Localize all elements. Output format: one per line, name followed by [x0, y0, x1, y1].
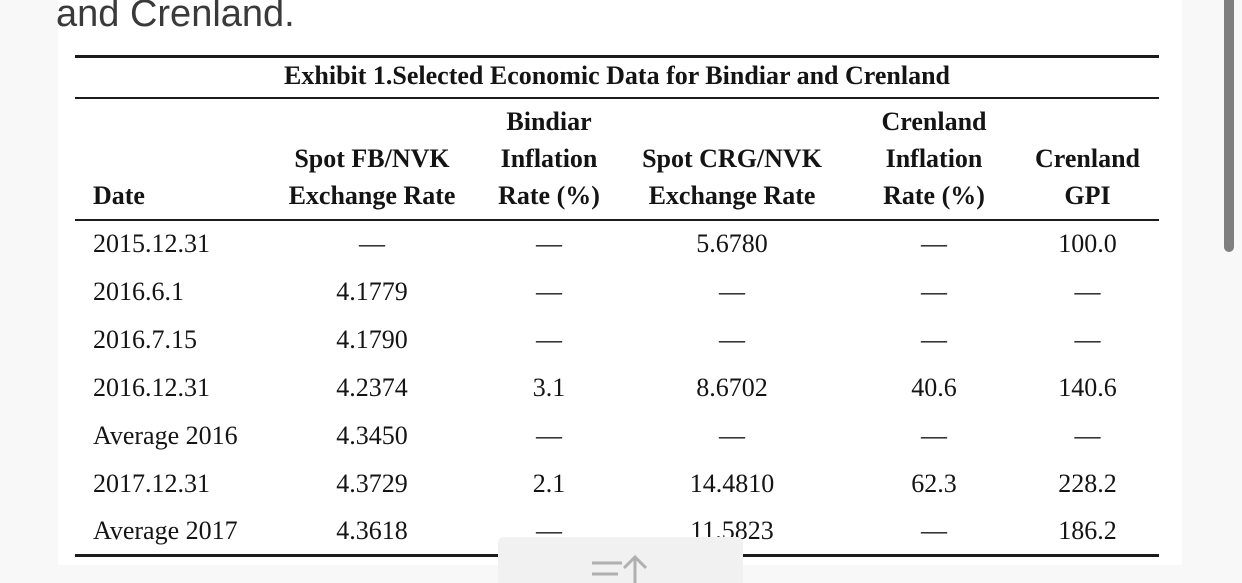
value-cell: 140.6 [1058, 372, 1117, 402]
column-header-spot-crg-nvk: Spot CRG/NVK Exchange Rate [612, 97, 852, 221]
value-cell: 14.4810 [689, 468, 775, 498]
vertical-scrollbar-thumb[interactable] [1224, 0, 1234, 252]
value-cell: — [719, 420, 745, 450]
table-row: 2016.7.15 4.1790 — — — — [75, 316, 1159, 364]
column-header-crenland-gpi: Crenland GPI [1016, 97, 1160, 221]
value-cell: — [1074, 276, 1101, 306]
value-cell: — [536, 420, 562, 450]
column-header-crenland-inflation: Crenland Inflation Rate (%) [852, 97, 1016, 221]
value-cell: 4.2374 [336, 372, 408, 402]
table-row: Average 2016 4.3450 — — — — [75, 412, 1159, 460]
scroll-to-top-button[interactable] [498, 537, 743, 583]
value-cell: 8.6702 [696, 372, 768, 402]
value-cell: — [536, 276, 562, 306]
value-cell: 186.2 [1058, 515, 1117, 545]
value-cell: — [921, 276, 947, 306]
table-row: 2016.12.31 4.2374 3.1 8.6702 40.6 140.6 [75, 364, 1159, 412]
paragraph-tail-text: and Crenland. [56, 0, 295, 35]
date-cell: 2016.7.15 [93, 324, 197, 354]
value-cell: — [359, 229, 385, 258]
table-title: Exhibit 1.Selected Economic Data for Bin… [75, 56, 1160, 99]
date-cell: Average 2016 [93, 420, 238, 450]
value-cell: 3.1 [532, 372, 566, 402]
value-cell: — [1074, 324, 1101, 354]
date-cell: 2015.12.31 [93, 229, 210, 258]
value-cell: — [921, 515, 947, 545]
value-cell: — [1074, 420, 1101, 450]
date-cell: 2016.6.1 [93, 276, 184, 306]
date-cell: 2016.12.31 [93, 372, 210, 402]
table-row: 2015.12.31 — — 5.6780 — 100.0 [75, 220, 1159, 268]
column-header-bindiar-inflation: Bindiar Inflation Rate (%) [486, 97, 612, 221]
exhibit-table: Exhibit 1.Selected Economic Data for Bin… [75, 55, 1160, 557]
value-cell: — [536, 229, 562, 258]
value-cell: 62.3 [911, 468, 957, 498]
value-cell: 4.1790 [336, 324, 408, 354]
value-cell: — [719, 324, 745, 354]
scroll-to-top-icon [592, 554, 647, 583]
date-cell: Average 2017 [93, 515, 238, 545]
table-body: 2015.12.31 — — 5.6780 — 100.0 2016.6.1 4.1779 — —… [75, 220, 1159, 556]
value-cell: 4.1779 [336, 276, 408, 306]
table-row: 2017.12.31 4.3729 2.1 14.4810 62.3 228.2 [75, 460, 1159, 508]
value-cell: 5.6780 [696, 229, 768, 258]
value-cell: — [921, 229, 947, 258]
value-cell: 40.6 [911, 372, 957, 402]
value-cell: 228.2 [1058, 468, 1117, 498]
value-cell: 100.0 [1058, 229, 1117, 258]
table-header-row: Date Spot FB/NVK Exchange Rate Bindiar I… [75, 97, 1160, 221]
value-cell: — [719, 276, 745, 306]
column-header-date: Date [75, 97, 258, 221]
column-header-spot-fb-nvk: Spot FB/NVK Exchange Rate [258, 97, 486, 221]
date-cell: 2017.12.31 [93, 468, 210, 498]
value-cell: — [921, 324, 947, 354]
value-cell: 4.3450 [336, 420, 408, 450]
value-cell: 4.3729 [336, 468, 408, 498]
table-row: 2016.6.1 4.1779 — — — — [75, 268, 1159, 316]
value-cell: — [921, 420, 947, 450]
value-cell: 4.3618 [336, 515, 408, 545]
table-title-row: Exhibit 1.Selected Economic Data for Bin… [75, 56, 1160, 99]
value-cell: 2.1 [532, 468, 566, 498]
value-cell: — [536, 324, 562, 354]
